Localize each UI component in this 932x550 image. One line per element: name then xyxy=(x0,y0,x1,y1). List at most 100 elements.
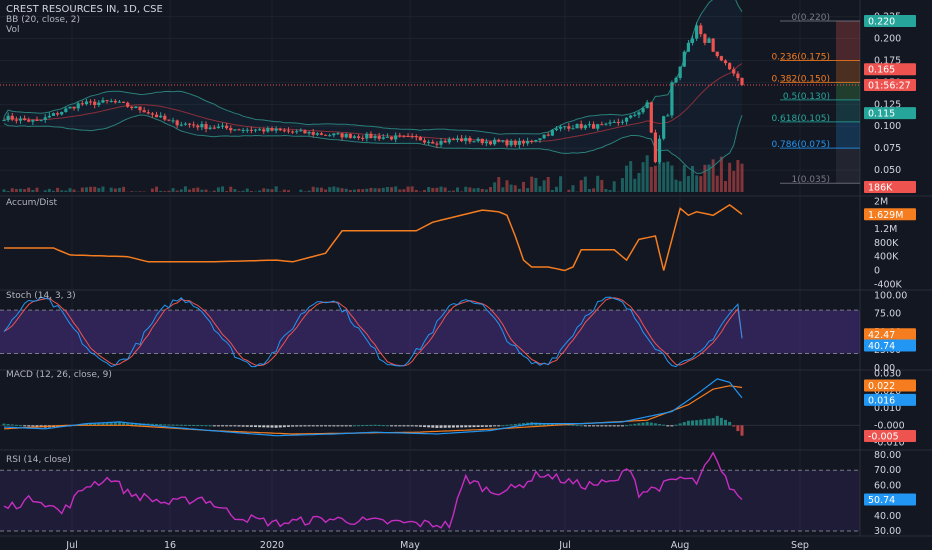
volume-bar xyxy=(456,187,460,192)
candle-body xyxy=(179,124,183,126)
macd-histogram-bar xyxy=(678,423,682,426)
macd-histogram-bar xyxy=(427,425,431,428)
time-axis[interactable]: Jul 16 2020 May Jul Aug Sep xyxy=(65,540,809,550)
volume-bar xyxy=(365,188,369,192)
rsi-legend[interactable]: RSI (14, close) xyxy=(6,455,71,465)
candle-body xyxy=(686,42,691,52)
volume-bar xyxy=(361,189,365,192)
macd-histogram-bar xyxy=(324,425,328,427)
candle-body xyxy=(542,134,546,139)
macd-histogram-bar xyxy=(509,424,513,426)
candle-body xyxy=(418,137,423,141)
stoch-d-badge-bg xyxy=(864,328,916,341)
candle-body xyxy=(64,108,68,112)
volume-bar xyxy=(122,186,126,192)
countdown-badge: 01:56:27 xyxy=(868,81,911,92)
macd-histogram-bar xyxy=(658,423,662,426)
rsi-badge-bg xyxy=(864,493,916,506)
macd-histogram-bar xyxy=(192,425,196,427)
volume-bar xyxy=(691,165,695,192)
volume-bar xyxy=(406,186,410,192)
price-axis[interactable]: 0.2250.2000.1750.1500.1250.1000.0750.050… xyxy=(864,12,916,537)
macd-histogram-bar xyxy=(468,425,472,428)
volume-bar xyxy=(546,176,550,192)
stoch-legend[interactable]: Stoch (14, 3, 3) xyxy=(6,291,76,301)
accum-badge-bg xyxy=(864,208,916,221)
volume-bar xyxy=(604,189,608,192)
macd-histogram-bar xyxy=(134,423,138,426)
candle-body xyxy=(361,137,365,139)
macd-histogram-bar xyxy=(414,425,418,427)
volume-bar xyxy=(530,176,534,192)
candle-body xyxy=(138,106,142,111)
volume-bar xyxy=(212,190,216,192)
candle-body xyxy=(43,117,47,120)
volume-bar xyxy=(303,191,307,192)
candle-body xyxy=(84,101,89,105)
volume-bar xyxy=(653,165,657,192)
volume-bar xyxy=(196,187,200,192)
rsi-tick-label: 70.00 xyxy=(874,465,901,476)
candle-body xyxy=(39,119,43,121)
macd-histogram-bar xyxy=(348,425,352,427)
time-axis-label: Sep xyxy=(791,540,809,550)
candle-body xyxy=(299,130,303,132)
volume-bar xyxy=(31,189,35,192)
candle-body xyxy=(389,136,394,140)
macd-histogram-bar xyxy=(204,425,208,427)
candle-body xyxy=(480,138,484,144)
volume-bar xyxy=(159,190,163,192)
candle-body xyxy=(439,140,443,145)
volume-bar xyxy=(633,178,637,192)
price-badge-bg xyxy=(864,15,916,28)
volume-bar xyxy=(550,190,554,192)
candle-body xyxy=(93,101,97,105)
macd-histogram-bar xyxy=(109,422,113,426)
volume-bar xyxy=(80,187,84,192)
candle-body xyxy=(6,115,10,121)
bollinger-upper xyxy=(3,0,743,135)
macd-histogram-bar xyxy=(93,423,97,426)
chart-panels[interactable]: 0(0.220) 0.236(0.175) 0.382(0.150) 0.5(0.13… xyxy=(0,0,860,532)
volume-bar xyxy=(237,191,241,192)
macd-histogram-bar xyxy=(89,423,93,426)
volume-bar xyxy=(97,188,101,192)
vol-legend[interactable]: Vol xyxy=(6,25,19,35)
macd-histogram-bar xyxy=(715,415,719,426)
macd-histogram-bar xyxy=(253,425,257,428)
macd-histogram-bar xyxy=(188,424,192,426)
macd-histogram-bar xyxy=(460,425,464,428)
candle-body xyxy=(369,133,373,139)
macd-histogram-bar xyxy=(493,425,497,427)
candle-body xyxy=(719,56,723,61)
fib-level-label: 0(0.220) xyxy=(791,13,830,23)
macd-histogram-bar xyxy=(418,425,422,427)
macd-histogram-bar xyxy=(208,425,212,427)
candle-body xyxy=(695,25,699,39)
fib-zone xyxy=(836,60,860,83)
volume-bar xyxy=(534,177,538,192)
macd-histogram-bar xyxy=(587,425,591,427)
volume-bar xyxy=(629,161,633,192)
volume-bar xyxy=(699,176,703,192)
volume-bar xyxy=(56,187,60,192)
price-tick-label: 0.100 xyxy=(874,121,901,132)
macd-histogram-bar xyxy=(196,425,200,427)
fib-level-label: 0.618(0.105) xyxy=(771,114,830,124)
candle-body xyxy=(282,130,286,132)
macd-histogram-bar xyxy=(398,425,402,427)
volume-bar xyxy=(348,190,352,192)
macd-legend[interactable]: MACD (12, 26, close, 9) xyxy=(6,370,112,380)
volume-bar xyxy=(216,187,220,192)
accum-legend[interactable]: Accum/Dist xyxy=(6,198,58,208)
candle-body xyxy=(72,106,76,109)
bb-legend[interactable]: BB (20, close, 2) xyxy=(6,15,80,25)
candle-body xyxy=(736,73,740,79)
volume-bar xyxy=(311,186,315,192)
volume-bar xyxy=(89,186,93,192)
volume-bar xyxy=(571,185,575,192)
candle-body xyxy=(216,126,220,129)
symbol-title[interactable]: CREST RESOURCES IN, 1D, CSE xyxy=(6,4,163,15)
candle-body xyxy=(196,125,200,128)
